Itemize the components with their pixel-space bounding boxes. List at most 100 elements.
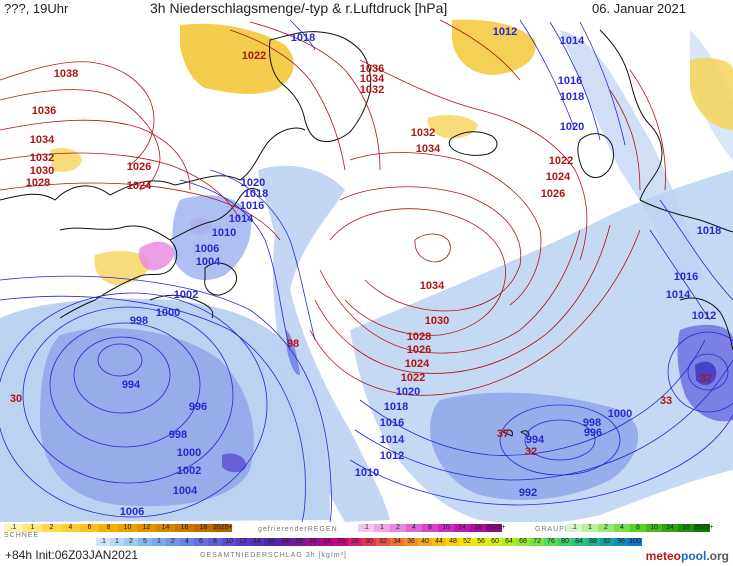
isobar-high-12 xyxy=(329,208,506,336)
legend-swatch: 4 xyxy=(180,538,194,546)
legend-swatch: 16 xyxy=(470,524,486,532)
legend-swatch: 1 xyxy=(374,524,390,532)
pressure-label: 1010 xyxy=(212,227,236,239)
legend-swatch: 1 xyxy=(152,538,166,546)
pressure-label: 1020 xyxy=(396,386,420,398)
coast-greenland xyxy=(269,31,372,143)
pressure-label: 1032 xyxy=(360,84,384,96)
precip-snow-greenland-west xyxy=(180,23,294,94)
pressure-label: 1018 xyxy=(244,188,268,200)
pressure-label: 1014 xyxy=(229,213,254,225)
legend-swatch: 32 xyxy=(376,538,390,546)
legend-swatch: 80 xyxy=(558,538,572,546)
pressure-label: 992 xyxy=(519,487,537,499)
pressure-label: 1016 xyxy=(240,200,264,212)
legend-swatch: 16 xyxy=(175,524,194,532)
legend-swatch: 14 xyxy=(662,524,678,532)
isobar-low-14 xyxy=(579,21,626,146)
pressure-label: 37 xyxy=(700,373,712,385)
coast-scandinavia xyxy=(599,29,663,201)
legend-swatch: 12 xyxy=(236,538,250,546)
legend-swatch: 2 xyxy=(166,538,180,546)
legend-swatch: 2 xyxy=(124,538,138,546)
pressure-label: 1016 xyxy=(558,75,582,87)
precip-snow-labrador xyxy=(94,250,150,285)
isobar-low-3 xyxy=(22,306,234,484)
legend-swatch: 16 xyxy=(678,524,694,532)
chart-title: 3h Niederschlagsmenge/-typ & r.Luftdruck… xyxy=(150,0,448,16)
pressure-label: 1000 xyxy=(156,307,180,319)
isobar-low-azores xyxy=(499,404,621,476)
pressure-label: 1018 xyxy=(697,225,721,237)
pressure-label: 1004 xyxy=(196,256,221,268)
pressure-label: 1026 xyxy=(407,344,431,356)
pressure-label: 996 xyxy=(189,401,207,413)
isobar-low-16 xyxy=(659,199,733,301)
pressure-label: 1012 xyxy=(692,310,716,322)
legend-swatch: 30 xyxy=(362,538,376,546)
legend-snow-title: SCHNEE xyxy=(4,532,40,539)
legend-swatch: .1 xyxy=(4,524,23,532)
isobar-high-3 xyxy=(0,119,191,191)
isobar-high-4 xyxy=(0,152,241,221)
legend-swatch: 52 xyxy=(460,538,474,546)
pressure-label: 1022 xyxy=(401,372,425,384)
legend-swatch: 8 xyxy=(422,524,438,532)
legend-swatch: 6 xyxy=(80,524,99,532)
pressure-label: 1034 xyxy=(420,280,445,292)
legend-swatch: 28 xyxy=(348,538,362,546)
legend-swatch: 20 xyxy=(292,538,306,546)
pressure-label: 1002 xyxy=(177,465,201,477)
coast-nova-scotia xyxy=(149,294,214,319)
pressure-label: 1016 xyxy=(674,271,698,283)
isobar-low-center xyxy=(97,343,143,377)
legend-swatch: 18 xyxy=(278,538,292,546)
pressure-label: 1028 xyxy=(407,331,431,343)
isobar-low-azores-2 xyxy=(524,419,596,461)
pressure-label: 998 xyxy=(169,429,187,441)
legend-swatch: 1 xyxy=(23,524,42,532)
pressure-label: 1032 xyxy=(30,152,54,164)
isobar-high-13 xyxy=(319,229,581,354)
legend-swatch: 2025+ xyxy=(486,524,506,532)
pressure-label: 1006 xyxy=(195,243,219,255)
legend-swatch: 84 xyxy=(572,538,586,546)
legend-swatch: 56 xyxy=(474,538,488,546)
pressure-label: 1036 xyxy=(360,63,384,75)
legend-swatch: 10 xyxy=(646,524,662,532)
legend-swatch: 14 xyxy=(454,524,470,532)
precip-freezing-rain xyxy=(138,241,175,271)
isobar-high-18 xyxy=(439,19,521,81)
isobar-high-11 xyxy=(414,233,451,263)
isobar-high-2 xyxy=(0,89,161,191)
legend-swatch: 1 xyxy=(582,524,598,532)
isobar-low-9 xyxy=(359,339,706,456)
legend-freezing-title: gefrierenderREGEN xyxy=(258,526,338,533)
isobar-high-6 xyxy=(229,29,346,171)
legend-swatch: .1 xyxy=(358,524,374,532)
legend-swatch: 4 xyxy=(61,524,80,532)
legend-swatch: 36 xyxy=(404,538,418,546)
pressure-label: 998 xyxy=(583,417,601,429)
isobar-low-12 xyxy=(519,19,576,131)
precip-snow-northeast xyxy=(690,58,733,130)
coast-labrador xyxy=(169,187,259,241)
coast-newfoundland xyxy=(204,262,237,296)
brand-link[interactable]: meteopool.org xyxy=(646,549,729,563)
isobar-low-5 xyxy=(0,295,306,523)
pressure-label: 1030 xyxy=(30,165,54,177)
precip-band-central xyxy=(258,165,390,523)
legend-swatch: 6 xyxy=(194,538,208,546)
pressure-label: 1016 xyxy=(380,417,404,429)
pressure-label: 1026 xyxy=(541,188,565,200)
isobar-high-15 xyxy=(309,229,641,396)
pressure-label: 1014 xyxy=(380,434,405,446)
legend-swatch: 2025+ xyxy=(694,524,714,532)
legend-swatch: 10 xyxy=(222,538,236,546)
isobar-low-17 xyxy=(289,19,316,51)
coast-hudson xyxy=(59,225,178,319)
pressure-label: 996 xyxy=(584,427,602,439)
pressure-label: 32 xyxy=(525,446,537,458)
isobar-high-16 xyxy=(609,89,641,191)
